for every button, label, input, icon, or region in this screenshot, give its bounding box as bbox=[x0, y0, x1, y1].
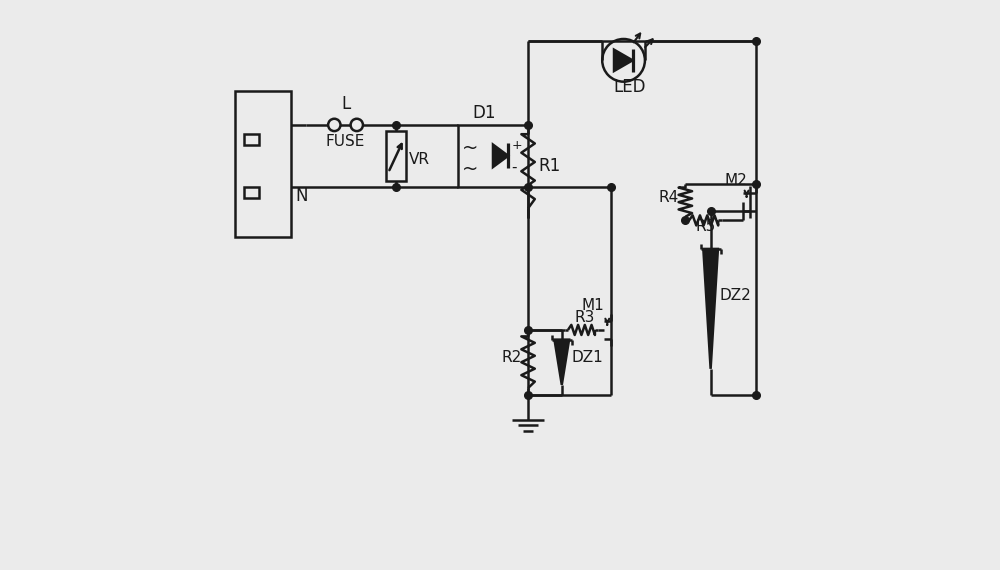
Text: DZ1: DZ1 bbox=[572, 350, 604, 365]
Text: DZ2: DZ2 bbox=[719, 288, 751, 303]
Text: D1: D1 bbox=[473, 104, 496, 122]
Text: R1: R1 bbox=[538, 157, 560, 175]
Text: R2: R2 bbox=[501, 350, 521, 365]
Bar bbox=[244, 134, 259, 145]
Text: VR: VR bbox=[408, 152, 429, 167]
Polygon shape bbox=[493, 145, 508, 167]
Text: +: + bbox=[512, 139, 522, 152]
Text: -: - bbox=[512, 160, 517, 174]
Text: M1: M1 bbox=[581, 298, 604, 314]
Text: R3: R3 bbox=[575, 310, 595, 324]
Text: M2: M2 bbox=[725, 173, 747, 188]
Bar bbox=[458, 125, 528, 187]
Text: R5: R5 bbox=[695, 218, 716, 234]
Text: L: L bbox=[341, 95, 350, 112]
Text: ~: ~ bbox=[462, 160, 478, 179]
Text: FUSE: FUSE bbox=[326, 135, 365, 149]
Polygon shape bbox=[614, 50, 633, 71]
Bar bbox=[235, 91, 291, 237]
Text: N: N bbox=[296, 187, 308, 205]
Bar bbox=[386, 131, 406, 181]
Polygon shape bbox=[703, 249, 718, 369]
Text: ~: ~ bbox=[462, 139, 478, 158]
Bar bbox=[244, 186, 259, 198]
Text: LED: LED bbox=[613, 78, 645, 96]
Text: R4: R4 bbox=[658, 190, 679, 205]
Polygon shape bbox=[554, 340, 569, 385]
